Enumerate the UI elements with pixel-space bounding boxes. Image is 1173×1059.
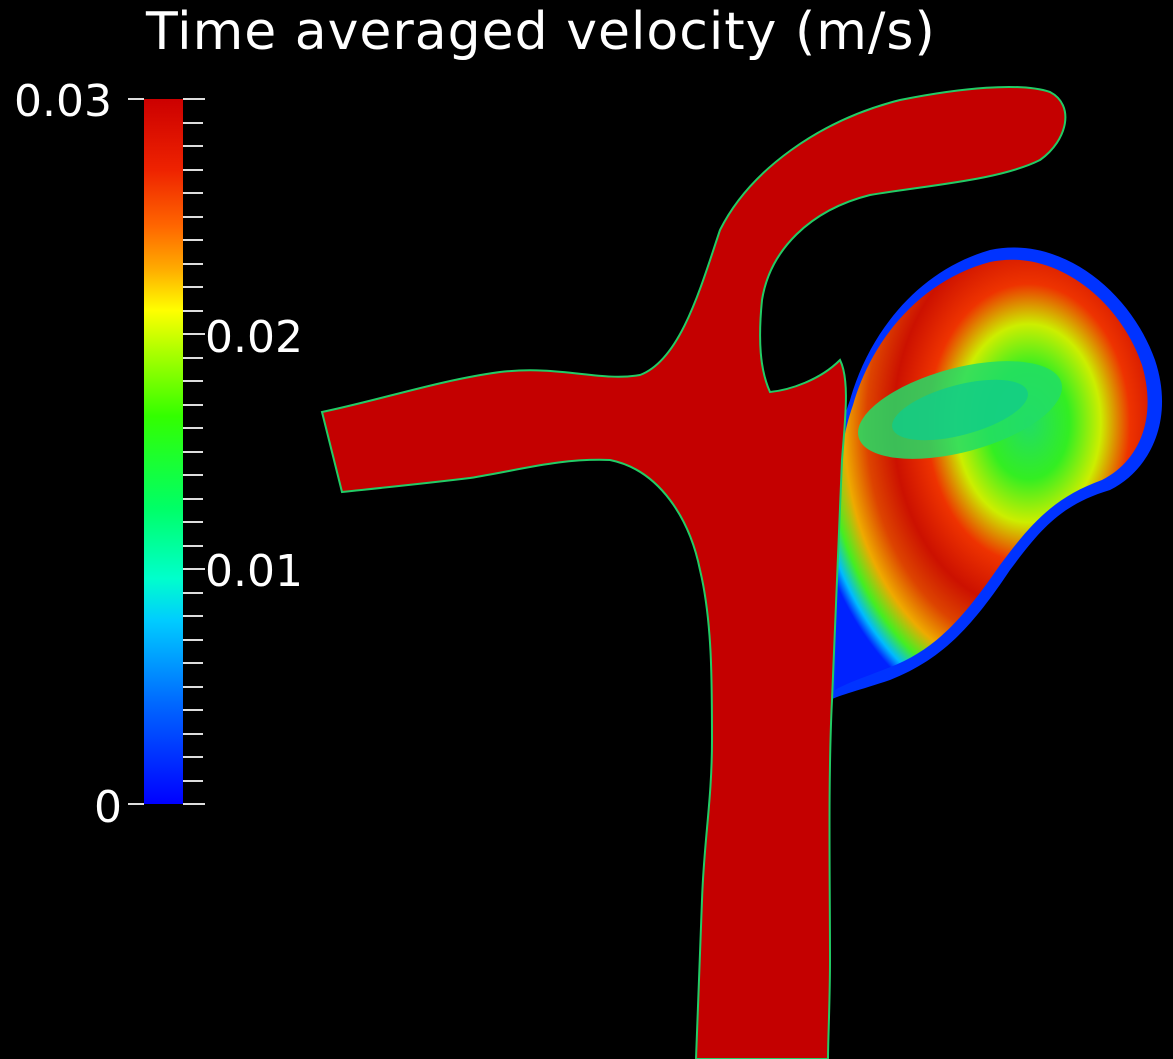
colorbar-tick [183, 756, 203, 758]
colorbar-tick [183, 192, 203, 194]
colorbar-tick [183, 450, 203, 453]
colorbar-tick [183, 145, 203, 147]
colorbar-tick [183, 356, 203, 359]
colorbar-tick [183, 662, 203, 664]
colorbar-tick [183, 474, 203, 476]
colorbar-tick [183, 309, 203, 312]
colorbar-tick [183, 544, 203, 547]
colorbar-mid-high-label: 0.02 [205, 312, 303, 363]
colorbar-tick [183, 286, 203, 288]
colorbar-tick [183, 615, 203, 617]
colorbar-tick-left [128, 98, 144, 100]
colorbar-tick-left [128, 803, 144, 805]
colorbar-tick [183, 521, 203, 523]
colorbar-tick [183, 685, 203, 688]
colorbar-tick [183, 121, 203, 124]
colorbar-tick [183, 732, 203, 735]
colorbar-tick [183, 779, 203, 782]
color-scale-bar [144, 99, 183, 804]
colorbar-tick [183, 568, 205, 570]
colorbar-mid-low-label: 0.01 [205, 546, 303, 597]
colorbar-tick [183, 168, 203, 171]
colorbar-tick [183, 403, 203, 406]
colorbar-tick [183, 239, 203, 241]
colorbar-tick [183, 427, 203, 429]
colorbar-tick [183, 638, 203, 641]
colorbar-tick [183, 497, 203, 500]
plot-title: Time averaged velocity (m/s) [146, 2, 936, 62]
colorbar-min-label: 0 [94, 782, 122, 833]
colorbar-tick [183, 215, 203, 218]
aneurysm-sac [834, 259, 1148, 690]
colorbar-max-label: 0.03 [14, 76, 112, 127]
colorbar-tick [183, 333, 205, 335]
colorbar-tick [183, 380, 203, 382]
colorbar-tick [183, 98, 205, 100]
colorbar-tick [183, 709, 203, 711]
colorbar-tick [183, 591, 203, 594]
vessel-main [320, 85, 1067, 1059]
colorbar-tick [183, 262, 203, 265]
colorbar-tick [183, 803, 205, 805]
